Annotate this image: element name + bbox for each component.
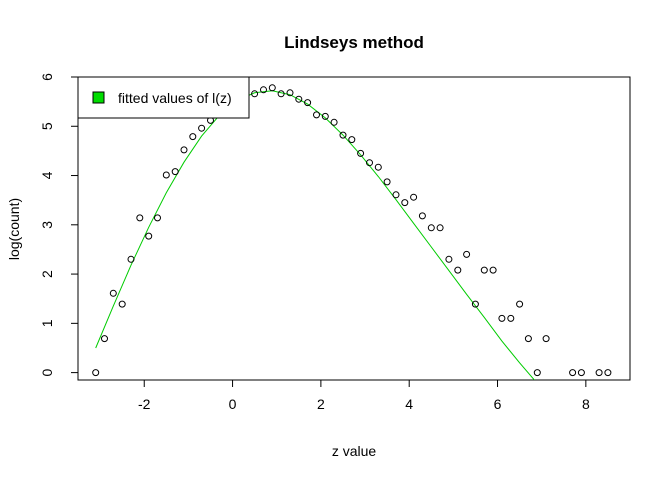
x-tick-label: 2 bbox=[317, 396, 325, 412]
data-point bbox=[348, 136, 356, 144]
data-point bbox=[304, 99, 312, 107]
data-point bbox=[366, 159, 373, 167]
data-point bbox=[101, 335, 108, 343]
data-point bbox=[162, 171, 170, 179]
data-point bbox=[198, 124, 206, 132]
data-point bbox=[136, 214, 144, 222]
data-point bbox=[569, 369, 577, 377]
x-tick-label: 8 bbox=[582, 396, 590, 412]
x-axis: -2 0 2 4 6 8 bbox=[138, 380, 590, 412]
legend-label: fitted values of l(z) bbox=[118, 90, 232, 106]
data-point bbox=[118, 300, 126, 308]
data-point bbox=[427, 224, 435, 232]
data-point bbox=[171, 168, 179, 176]
plot-frame bbox=[77, 76, 631, 381]
legend-box bbox=[77, 76, 250, 119]
y-tick-label: 1 bbox=[39, 319, 55, 327]
data-point bbox=[251, 90, 259, 98]
data-point bbox=[401, 199, 409, 207]
data-point bbox=[145, 232, 153, 240]
data-point bbox=[127, 255, 135, 263]
fitted-line-layer bbox=[95, 90, 536, 380]
x-tick-label: 0 bbox=[229, 396, 237, 412]
data-point bbox=[471, 300, 479, 308]
data-point bbox=[180, 146, 188, 154]
y-tick-label: 6 bbox=[39, 73, 55, 81]
data-point bbox=[577, 369, 585, 377]
scatter-points-layer bbox=[92, 84, 612, 377]
y-tick-label: 2 bbox=[39, 270, 55, 278]
data-point bbox=[533, 369, 541, 377]
chart-title: Lindseys method bbox=[284, 33, 424, 52]
data-point bbox=[189, 133, 197, 141]
data-point bbox=[339, 131, 347, 139]
data-point bbox=[313, 111, 320, 119]
fitted-line bbox=[95, 90, 536, 380]
data-point bbox=[321, 112, 329, 120]
data-point bbox=[516, 300, 524, 308]
data-point bbox=[92, 369, 100, 377]
y-tick-label: 3 bbox=[39, 221, 55, 229]
x-tick-label: 6 bbox=[494, 396, 502, 412]
x-axis-label: z value bbox=[332, 443, 377, 459]
data-point bbox=[109, 289, 117, 297]
legend-swatch bbox=[92, 91, 105, 104]
data-point bbox=[445, 255, 453, 263]
x-tick-label: -2 bbox=[138, 396, 151, 412]
data-point bbox=[330, 118, 338, 126]
data-point bbox=[418, 212, 426, 220]
data-point bbox=[595, 369, 603, 377]
data-point bbox=[489, 266, 497, 274]
data-point bbox=[454, 266, 462, 274]
data-point bbox=[524, 335, 532, 343]
y-tick-label: 5 bbox=[39, 122, 55, 130]
y-tick-label: 0 bbox=[39, 369, 55, 377]
data-point bbox=[357, 149, 365, 157]
data-point bbox=[260, 86, 267, 94]
data-point bbox=[277, 90, 285, 98]
data-point bbox=[374, 163, 382, 171]
legend: fitted values of l(z) bbox=[77, 76, 250, 119]
data-point bbox=[295, 95, 303, 103]
y-tick-label: 4 bbox=[39, 171, 55, 179]
data-point bbox=[268, 84, 276, 92]
data-point bbox=[436, 224, 444, 232]
data-point bbox=[498, 314, 506, 322]
data-point bbox=[480, 266, 488, 274]
data-point bbox=[463, 250, 471, 258]
data-point bbox=[154, 214, 161, 222]
x-tick-label: 4 bbox=[405, 396, 413, 412]
data-point bbox=[410, 193, 418, 201]
data-point bbox=[286, 89, 294, 97]
y-axis-label: log(count) bbox=[6, 198, 22, 260]
data-point bbox=[392, 191, 400, 199]
y-axis: 0 1 2 3 4 5 6 bbox=[39, 73, 78, 377]
data-point bbox=[604, 369, 612, 377]
data-point bbox=[507, 314, 515, 322]
data-point bbox=[542, 335, 550, 343]
data-point bbox=[383, 178, 391, 186]
